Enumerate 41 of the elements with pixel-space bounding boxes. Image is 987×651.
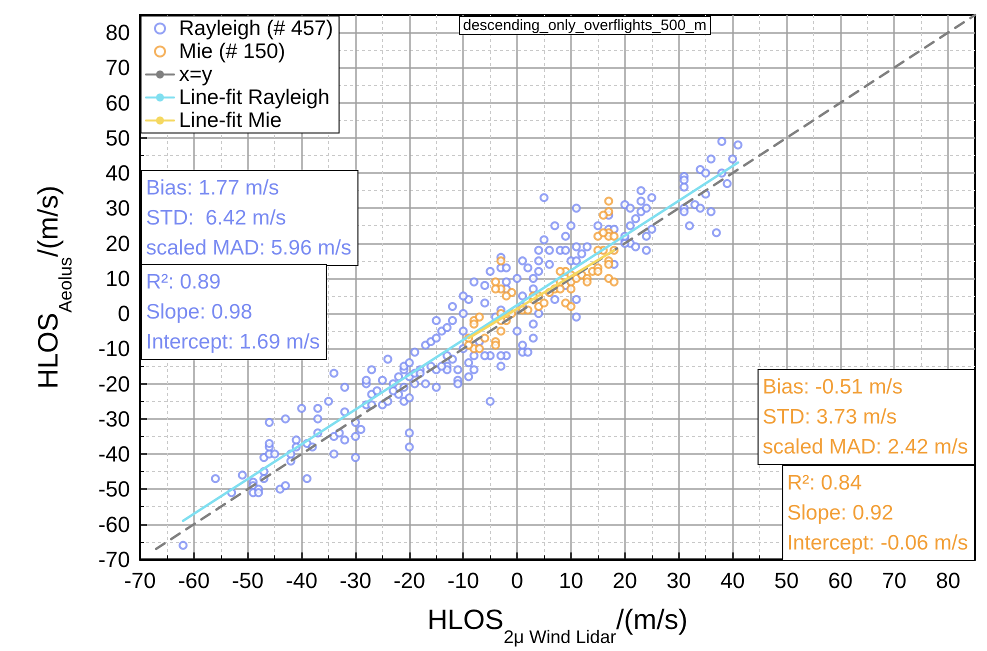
x-tick-label: 50: [774, 568, 799, 593]
y-tick-label: -30: [98, 406, 130, 432]
x-tick-label: 40: [720, 568, 745, 593]
x-tick-label: -40: [286, 568, 318, 593]
y-tick-label: 30: [106, 196, 130, 221]
annotation: R²: 0.84 Slope: 0.92 Intercept: -0.06 m/s: [787, 472, 968, 554]
legend-label: x=y: [179, 63, 213, 86]
y-tick-label: -50: [98, 476, 130, 502]
y-tick-label: 60: [106, 90, 130, 116]
y-tick-label: 0: [118, 301, 130, 326]
x-tick-label: 20: [612, 568, 638, 593]
x-tick-label: 30: [666, 568, 691, 593]
y-tick-label: -60: [98, 512, 130, 537]
y-tick-label: 20: [106, 230, 130, 256]
x-tick-label: 60: [828, 568, 853, 593]
chart-title: descending_only_overflights_500_m: [463, 17, 707, 34]
legend-label: Line-fit Mie: [179, 109, 282, 132]
x-tick-label: 0: [510, 568, 524, 593]
x-tick-label: 10: [558, 568, 584, 593]
x-tick-label: 80: [936, 568, 960, 593]
x-tick-label: -60: [178, 568, 210, 593]
y-tick-label: -10: [98, 336, 130, 362]
y-axis-title: HLOSAeolus/(m/s): [32, 186, 76, 389]
annotation: R²: 0.89 Slope: 0.98 Intercept: 1.69 m/s: [146, 270, 320, 354]
y-tick-label: 50: [106, 125, 130, 150]
y-tick-label: 40: [106, 160, 130, 186]
legend-label: Line-fit Rayleigh: [179, 86, 330, 109]
annotation: Bias: -0.51 m/s STD: 3.73 m/s scaled MAD: 2.42 m/s: [762, 376, 968, 458]
x-tick-label: -30: [340, 568, 372, 593]
x-tick-label: 70: [882, 568, 906, 593]
y-tick-label: -20: [98, 371, 130, 396]
x-tick-label: -10: [447, 568, 480, 593]
legend-label: Rayleigh (# 457): [179, 17, 334, 40]
x-tick-label: -50: [232, 568, 264, 593]
y-tick-label: 80: [106, 20, 130, 46]
y-tick-label: 10: [106, 266, 130, 291]
annotation: Bias: 1.77 m/s STD: 6.42 m/s scaled MAD: 5.96 m/s: [146, 176, 352, 260]
x-tick-label: -20: [393, 568, 426, 593]
legend-label: Mie (# 150): [179, 40, 286, 63]
y-tick-label: -40: [98, 442, 130, 467]
y-tick-label: 70: [106, 55, 130, 80]
